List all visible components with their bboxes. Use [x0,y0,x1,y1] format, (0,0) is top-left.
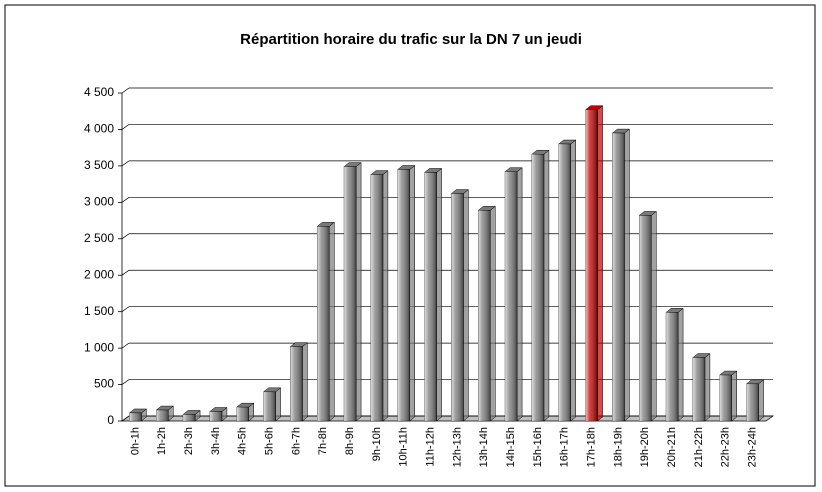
bar-side [355,162,362,422]
bar-side [677,307,684,422]
bar-shine [451,193,464,421]
y-tick-label: 0 [107,413,114,427]
x-tick-label: 23h-24h [746,427,758,467]
bar-shine [344,166,357,421]
bar-shine [666,312,679,421]
y-tick-label: 500 [94,377,114,391]
bar-side [651,210,657,422]
x-tick-label: 13h-14h [478,427,490,467]
bar-shine [719,375,732,421]
bar-side [382,170,389,422]
bar-shine [558,144,571,421]
grid-depth [121,124,130,130]
bar-side [704,353,711,422]
x-tick-label: 22h-23h [720,427,732,467]
y-tick-label: 1 500 [84,304,114,318]
bar-side [731,370,737,422]
x-tick-label: 3h-4h [210,427,222,455]
bar-side [543,149,550,422]
bar-side [758,379,764,422]
y-tick-label: 2 000 [84,267,114,281]
bar-shine [156,410,169,421]
bar-side [329,221,335,422]
grid-depth [121,233,130,240]
grid-depth [121,197,130,203]
bar-shine [505,171,518,421]
y-tick-label: 1 000 [84,340,114,354]
bar-shine [183,414,196,421]
bar-shine [746,383,759,421]
x-tick-label: 10h-11h [398,427,410,467]
x-tick-label: 0h-1h [129,427,141,455]
x-tick-label: 20h-21h [666,427,678,467]
bar-shine [209,411,222,421]
x-tick-label: 17h-18h [585,427,597,467]
x-tick-label: 19h-20h [639,427,651,467]
bar-shine [612,133,625,422]
grid-depth [121,160,130,167]
bar-side [570,139,576,422]
bar-shine [129,412,142,421]
x-tick-label: 14h-15h [505,427,517,467]
x-tick-label: 18h-19h [612,427,624,467]
grid-depth [121,306,130,312]
bar-shine [290,346,303,421]
bar-side [624,128,630,422]
bar-shine [317,226,330,421]
x-tick-label: 5h-6h [263,427,275,455]
chart-title: Répartition horaire du trafic sur la DN … [240,31,582,48]
x-tick-label: 15h-16h [532,427,544,467]
bar-side [275,387,281,422]
x-tick-label: 16h-17h [559,427,571,467]
y-tick-label: 3 500 [84,158,114,172]
x-tick-label: 2h-3h [183,427,195,455]
bar-shine [424,172,437,421]
x-tick-label: 12h-13h [451,427,463,467]
bar-shine [478,210,491,421]
x-tick-label: 9h-10h [371,427,383,461]
y-tick-label: 4 500 [84,85,114,99]
grid-depth [121,87,130,94]
bar-shine [263,391,276,421]
x-tick-label: 1h-2h [156,427,168,455]
bar-side [516,167,523,422]
grid-depth [121,269,130,276]
y-tick-label: 4 000 [84,122,114,136]
bar-shine [585,109,598,422]
bar-shine [692,357,705,421]
grid-depth [121,379,130,385]
bar-side [436,167,442,422]
bar-shine [531,154,544,421]
bar-side [302,342,308,422]
bar-side [409,165,415,422]
bar-shine [397,169,410,421]
x-tick-label: 4h-5h [237,427,249,455]
bar-shine [236,407,249,421]
x-tick-label: 21h-22h [693,427,705,467]
bar-side [463,189,469,422]
x-tick-label: 11h-12h [424,427,436,467]
y-tick-label: 2 500 [84,231,114,245]
bar-shine [639,215,652,421]
x-tick-label: 6h-7h [290,427,302,455]
grid-depth [121,342,130,349]
x-tick-label: 7h-8h [317,427,329,455]
y-tick-label: 3 000 [84,195,114,209]
grid-depth [121,415,130,422]
bar-side [597,105,603,422]
bar-side [490,205,496,422]
x-tick-label: 8h-9h [344,427,356,455]
bar-shine [370,174,383,421]
